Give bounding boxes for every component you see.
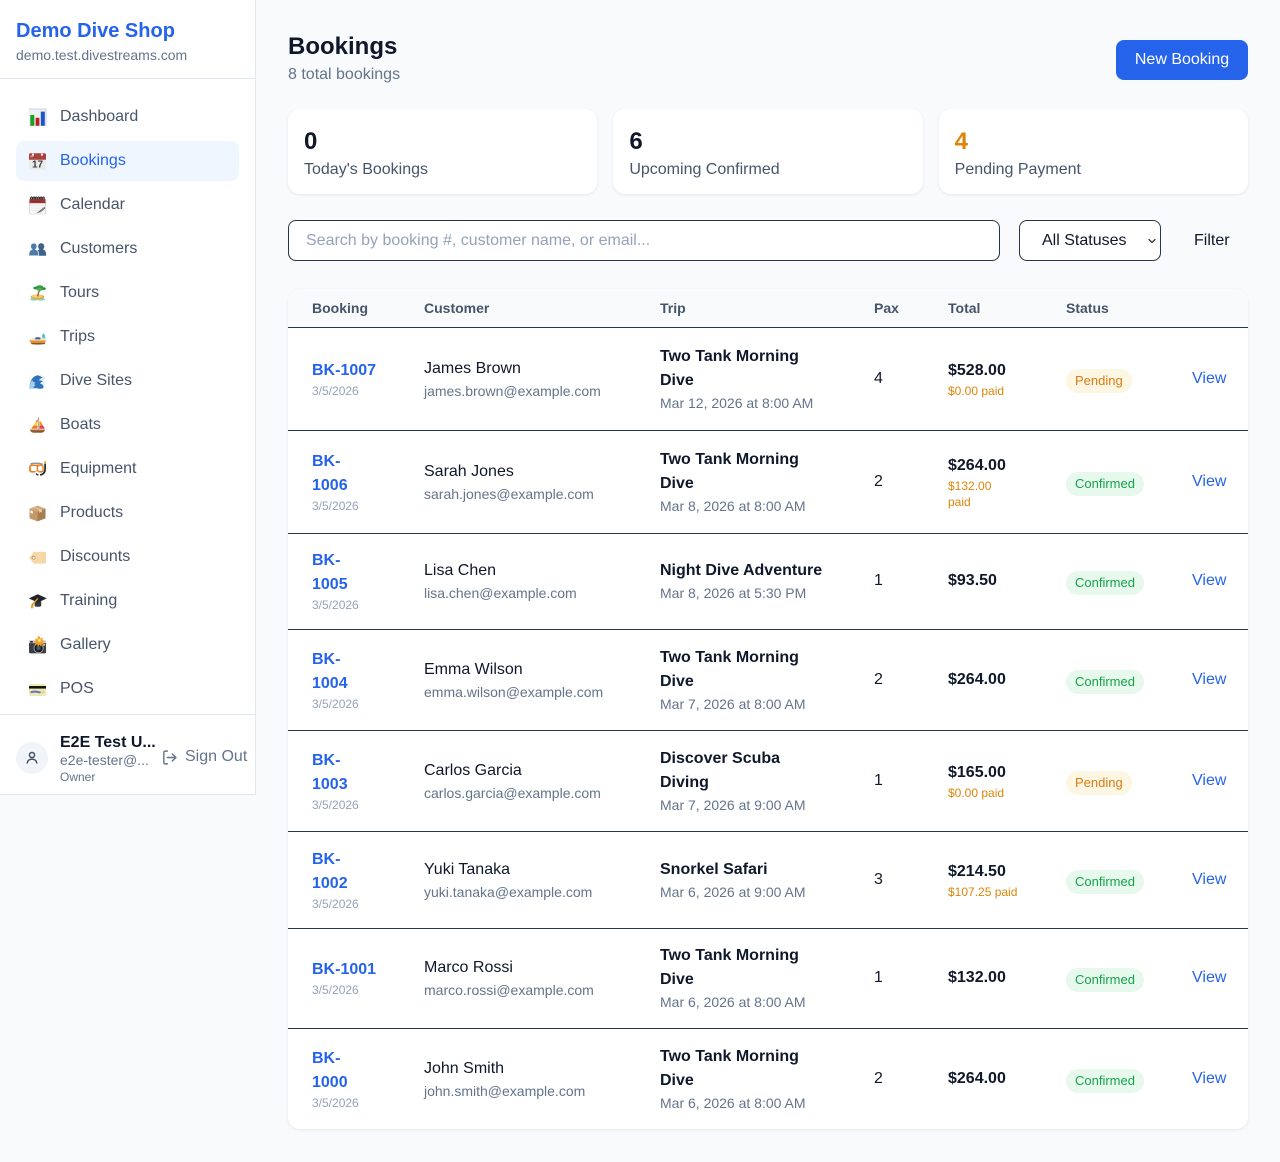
svg-text:17: 17 [32, 159, 44, 170]
